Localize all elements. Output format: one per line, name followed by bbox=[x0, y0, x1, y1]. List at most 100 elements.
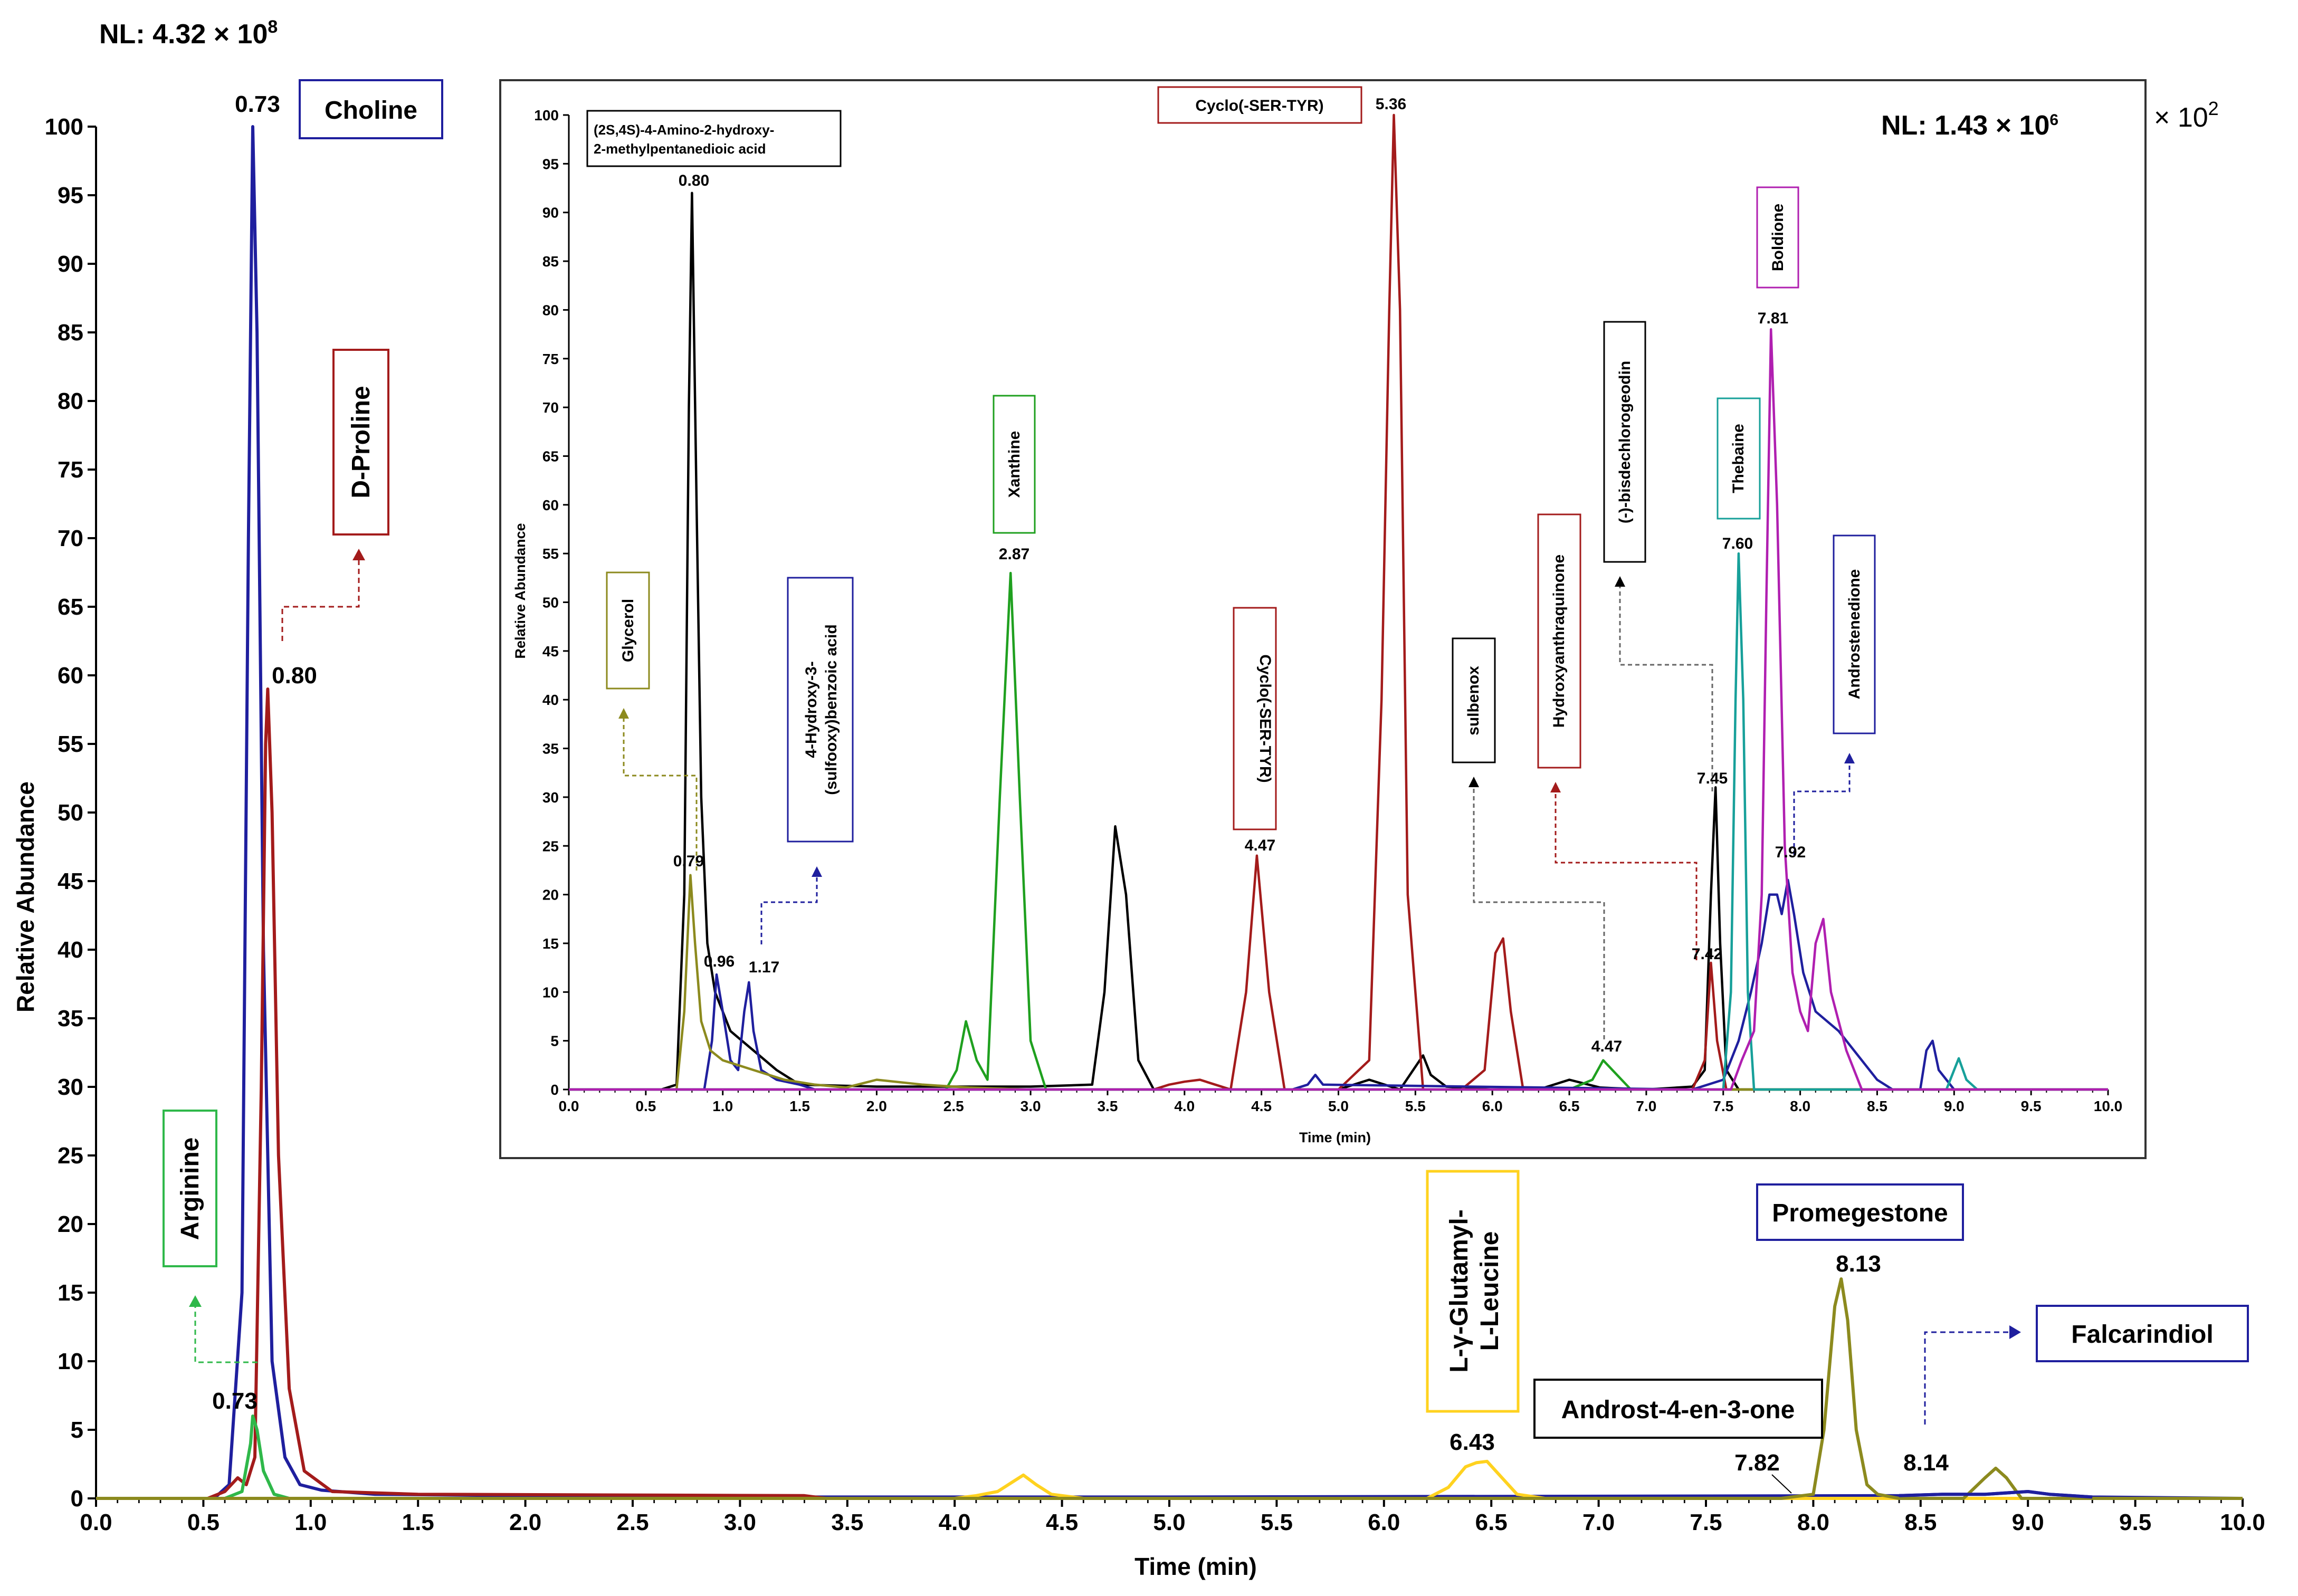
main-y-tick-label: 45 bbox=[58, 868, 83, 894]
inset-peak-760: 7.60 bbox=[1722, 535, 1753, 552]
inset-x-tick-label: 7.5 bbox=[1713, 1098, 1733, 1114]
hydroxy-arrowhead bbox=[812, 866, 822, 877]
inset-peak-447b: 4.47 bbox=[1591, 1038, 1622, 1055]
falcarindiol-label-box bbox=[2036, 1305, 2249, 1362]
inset-y-axis-title: Relative Abundance bbox=[512, 523, 528, 658]
bisdechlorogeodin-label: (-)-bisdechlorogeodin bbox=[1616, 361, 1634, 523]
androst-label-box bbox=[1533, 1379, 1823, 1439]
main-axes: 0.0 0.5 1.0 1.5 2.0 2.5 3.0 3.5 4.0 4.5 5.0 5.5 6.0 6… bbox=[45, 114, 2265, 1535]
inset-x-tick-label: 5.5 bbox=[1405, 1098, 1426, 1114]
inset-x-tick-label: 6.0 bbox=[1482, 1098, 1503, 1114]
inset-x-tick-label: 0.5 bbox=[635, 1098, 656, 1114]
glutamyl-label-box bbox=[1426, 1170, 1520, 1413]
glutamyl-label: L-γ-Glutamyl- L-Leucine bbox=[1445, 1209, 1504, 1372]
choline-label-box bbox=[299, 79, 443, 139]
androstenedione-pointer bbox=[1793, 762, 1851, 855]
main-x-tick-label: 7.5 bbox=[1690, 1509, 1722, 1535]
inset-x-tick-label: 5.0 bbox=[1328, 1098, 1349, 1114]
main-x-tick-label: 9.0 bbox=[2012, 1509, 2044, 1535]
amino-label-line2: 2-methylpentanedioic acid bbox=[594, 141, 766, 157]
main-x-axis-title: Time (min) bbox=[1134, 1553, 1257, 1580]
main-y-tick-label: 70 bbox=[58, 525, 83, 551]
inset-y-tick-label: 10 bbox=[542, 984, 559, 1000]
main-y-tick-label: 85 bbox=[58, 320, 83, 346]
main-x-tick-label: 1.0 bbox=[294, 1509, 327, 1535]
main-y-tick-label: 80 bbox=[58, 388, 83, 414]
inset-nl-label: NL: 1.43 × 106 bbox=[1881, 110, 2058, 141]
main-nl-label: NL: 4.32 × 108 bbox=[99, 17, 278, 50]
glycerol-label: Glycerol bbox=[619, 599, 637, 662]
glutamyl-label-line2: L-Leucine bbox=[1476, 1231, 1504, 1351]
hydroxy-label: 4-Hydroxy-3- (sulfooxy)benzoic acid bbox=[803, 624, 840, 795]
main-peak-643: 6.43 bbox=[1450, 1429, 1495, 1455]
main-x-tick-label: 3.5 bbox=[831, 1509, 863, 1535]
d-proline-arrowhead bbox=[352, 549, 365, 560]
thebaine-label: Thebaine bbox=[1730, 424, 1747, 493]
inset-x-tick-label: 2.5 bbox=[943, 1098, 964, 1114]
inset-x-tick-label: 6.5 bbox=[1559, 1098, 1580, 1114]
falcarindiol-pointer bbox=[1924, 1331, 2010, 1425]
falcarindiol-arrowhead bbox=[2009, 1325, 2021, 1339]
inset-y-tick-label: 85 bbox=[542, 253, 559, 270]
inset-x-tick-label: 8.0 bbox=[1790, 1098, 1810, 1114]
cyclo-top-label: Cyclo(-SER-TYR) bbox=[1195, 97, 1323, 114]
amino-label-line1: (2S,4S)-4-Amino-2-hydroxy- bbox=[594, 122, 774, 138]
inset-x-axis-title: Time (min) bbox=[1299, 1130, 1371, 1145]
inset-x-tick-label: 3.0 bbox=[1021, 1098, 1041, 1114]
main-peak-073-low: 0.73 bbox=[212, 1388, 258, 1414]
main-x-tick-label: 4.5 bbox=[1046, 1509, 1078, 1535]
main-y-tick-label: 35 bbox=[58, 1006, 83, 1031]
androstenedione-label-box bbox=[1833, 534, 1876, 734]
bisdechlorogeodin-pointer bbox=[1619, 586, 1713, 791]
inset-x-tick-label: 7.0 bbox=[1636, 1098, 1656, 1114]
main-x-tick-label: 0.5 bbox=[187, 1509, 220, 1535]
bisdechlorogeodin-label-box bbox=[1603, 321, 1646, 563]
glycerol-pointer bbox=[623, 718, 698, 871]
glutamyl-label-line1: L-γ-Glutamyl- bbox=[1445, 1209, 1473, 1372]
main-x-tick-label: 3.0 bbox=[724, 1509, 756, 1535]
d-proline-pointer bbox=[281, 559, 360, 641]
androstenedione-label: Androstenedione bbox=[1846, 569, 1863, 700]
main-y-tick-label: 95 bbox=[58, 183, 83, 208]
main-x-tick-label: 5.5 bbox=[1261, 1509, 1293, 1535]
main-peak-080: 0.80 bbox=[272, 663, 317, 689]
cyclo-top-label-box bbox=[1157, 86, 1362, 124]
d-proline-label: D-Proline bbox=[347, 386, 375, 498]
main-peak-073-top: 0.73 bbox=[235, 91, 280, 117]
glycerol-label-box bbox=[606, 571, 650, 690]
sulbenox-label-box bbox=[1452, 637, 1496, 763]
inset-y-tick-label: 75 bbox=[542, 351, 559, 367]
inset-x-tick-label: 2.0 bbox=[866, 1098, 887, 1114]
main-x-tick-label: 2.5 bbox=[616, 1509, 649, 1535]
inset-peak-287: 2.87 bbox=[999, 546, 1029, 563]
main-y-tick-label: 65 bbox=[58, 594, 83, 620]
main-y-tick-label: 55 bbox=[58, 731, 83, 757]
inset-y-tick-label: 0 bbox=[550, 1082, 559, 1098]
hydroxyanthraquinone-label-box bbox=[1537, 513, 1581, 769]
main-x-tick-label: 7.0 bbox=[1582, 1509, 1615, 1535]
promegestone-label-box bbox=[1756, 1183, 1964, 1241]
inset-y-tick-label: 60 bbox=[542, 497, 559, 513]
inset-y-tick-label: 65 bbox=[542, 448, 559, 464]
hydroxyanthraquinone-label: Hydroxyanthraquinone bbox=[1550, 555, 1568, 728]
falcarindiol-label: Falcarindiol bbox=[2071, 1321, 2213, 1349]
sulbenox-label: sulbenox bbox=[1465, 666, 1482, 735]
inset-y-tick-label: 50 bbox=[542, 595, 559, 611]
hydroxy-label-box bbox=[787, 577, 854, 843]
main-series-promegestone bbox=[96, 1277, 2243, 1500]
inset-peak-096: 0.96 bbox=[704, 953, 735, 970]
inset-x-tick-label: 0.0 bbox=[559, 1098, 579, 1114]
hydroxy-pointer bbox=[760, 876, 818, 944]
androstenedione-arrowhead bbox=[1844, 753, 1855, 763]
main-y-axis-title: Relative Abundance bbox=[12, 781, 39, 1012]
inset-y-tick-label: 15 bbox=[542, 935, 559, 952]
amino-label: (2S,4S)-4-Amino-2-hydroxy- 2-methylpentan… bbox=[594, 122, 774, 157]
main-x-tick-label: 5.0 bbox=[1153, 1509, 1185, 1535]
main-series-d-proline bbox=[96, 687, 2243, 1500]
inset-x-tick-label: 4.0 bbox=[1174, 1098, 1195, 1114]
main-y-tick-label: 10 bbox=[58, 1349, 83, 1374]
inset-peak-792: 7.92 bbox=[1775, 844, 1806, 861]
arginine-label: Arginine bbox=[176, 1138, 204, 1240]
